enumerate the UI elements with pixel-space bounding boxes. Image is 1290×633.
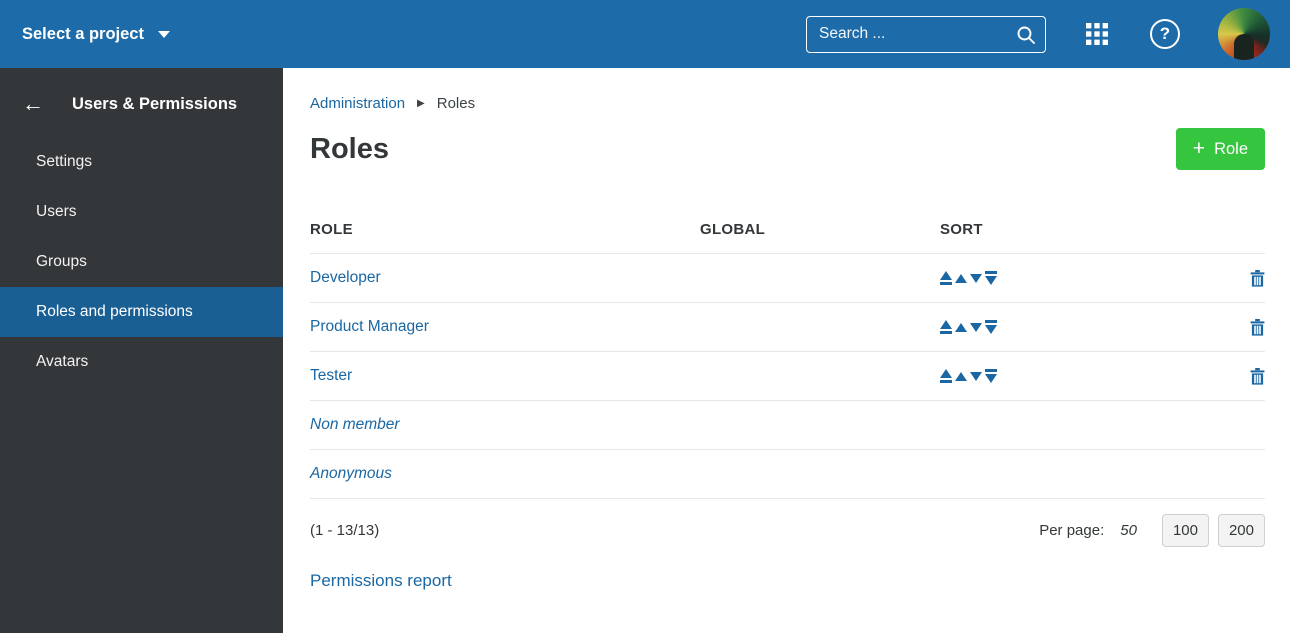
sidebar-item-label: Roles and permissions (36, 303, 193, 320)
pagination-bar: (1 - 13/13) Per page: 50 100 200 (310, 499, 1265, 561)
table-row: Product Manager (310, 303, 1265, 352)
sort-controls (940, 369, 1229, 383)
delete-role-button[interactable] (1250, 318, 1265, 336)
column-header-sort: SORT (940, 221, 983, 238)
sidebar-item-label: Users (36, 203, 77, 220)
help-icon[interactable]: ? (1150, 19, 1180, 49)
admin-sidebar: ← Users & Permissions Settings Users Gro… (0, 68, 283, 633)
pagination-range: (1 - 13/13) (310, 521, 380, 539)
add-role-button[interactable]: + Role (1175, 128, 1265, 170)
delete-role-button[interactable] (1250, 269, 1265, 287)
table-header-row: ROLE GLOBAL SORT (310, 206, 1265, 254)
role-link-tester[interactable]: Tester (310, 367, 353, 384)
breadcrumb: Administration ▶ Roles (310, 95, 1265, 112)
plus-icon: + (1192, 136, 1206, 160)
page-header: Roles + Role (310, 128, 1265, 170)
add-role-button-label: Role (1214, 139, 1248, 158)
help-glyph: ? (1159, 24, 1171, 43)
column-header-role: ROLE (310, 221, 353, 238)
column-header-global: GLOBAL (700, 221, 766, 238)
page-title: Roles (310, 132, 389, 165)
search-icon[interactable] (1015, 24, 1037, 46)
move-up-icon[interactable] (955, 372, 967, 381)
sort-controls (940, 271, 1229, 285)
move-up-icon[interactable] (955, 274, 967, 283)
sidebar-item-users[interactable]: Users (0, 187, 283, 237)
permissions-report-link[interactable]: Permissions report (310, 571, 452, 590)
sidebar-item-label: Avatars (36, 353, 89, 370)
top-bar: Select a project ? (0, 0, 1290, 68)
back-arrow-icon[interactable]: ← (22, 91, 44, 116)
move-down-icon[interactable] (970, 323, 982, 332)
table-row: Developer (310, 254, 1265, 303)
move-down-icon[interactable] (970, 372, 982, 381)
sort-controls (940, 320, 1229, 334)
table-row: Tester (310, 352, 1265, 401)
sidebar-item-settings[interactable]: Settings (0, 137, 283, 187)
sidebar-item-label: Settings (36, 153, 93, 170)
sidebar-item-avatars[interactable]: Avatars (0, 337, 283, 387)
user-avatar[interactable] (1218, 8, 1270, 60)
per-page-option-100[interactable]: 100 (1161, 513, 1209, 547)
apps-grid-icon[interactable] (1086, 23, 1108, 45)
per-page-option-200[interactable]: 200 (1217, 513, 1265, 547)
search-input[interactable] (807, 16, 1045, 52)
breadcrumb-separator-icon: ▶ (417, 98, 425, 109)
table-row: Non member (310, 401, 1265, 450)
role-link-developer[interactable]: Developer (310, 269, 381, 286)
role-link-product-manager[interactable]: Product Manager (310, 318, 429, 335)
table-row: Anonymous (310, 450, 1265, 499)
chevron-down-icon (157, 30, 170, 38)
move-to-bottom-icon[interactable] (985, 320, 997, 334)
sidebar-item-label: Groups (36, 253, 87, 270)
sidebar-item-groups[interactable]: Groups (0, 237, 283, 287)
project-selector-label: Select a project (22, 24, 144, 43)
move-up-icon[interactable] (955, 323, 967, 332)
roles-table: ROLE GLOBAL SORT Developer (310, 206, 1265, 499)
breadcrumb-administration[interactable]: Administration (310, 95, 406, 112)
role-link-anonymous[interactable]: Anonymous (310, 465, 392, 482)
avatar-figure (1234, 34, 1254, 60)
move-down-icon[interactable] (970, 274, 982, 283)
trash-icon (1250, 269, 1265, 287)
trash-icon (1250, 318, 1265, 336)
move-to-top-icon[interactable] (940, 320, 952, 334)
global-search (806, 15, 1046, 53)
per-page-current: 50 (1120, 521, 1137, 539)
topbar-actions: ? (806, 8, 1270, 60)
per-page-label: Per page: (1039, 521, 1105, 539)
sidebar-item-roles-and-permissions[interactable]: Roles and permissions (0, 287, 283, 337)
role-link-non-member[interactable]: Non member (310, 416, 400, 433)
sidebar-header: ← Users & Permissions (0, 68, 283, 137)
main-content: Administration ▶ Roles Roles + Role ROLE… (283, 68, 1290, 633)
per-page-controls: Per page: 50 100 200 (1039, 513, 1265, 547)
trash-icon (1250, 367, 1265, 385)
sidebar-title: Users & Permissions (72, 94, 238, 113)
move-to-bottom-icon[interactable] (985, 369, 997, 383)
breadcrumb-current: Roles (436, 95, 476, 112)
project-selector[interactable]: Select a project (20, 19, 172, 50)
move-to-bottom-icon[interactable] (985, 271, 997, 285)
move-to-top-icon[interactable] (940, 271, 952, 285)
move-to-top-icon[interactable] (940, 369, 952, 383)
delete-role-button[interactable] (1250, 367, 1265, 385)
